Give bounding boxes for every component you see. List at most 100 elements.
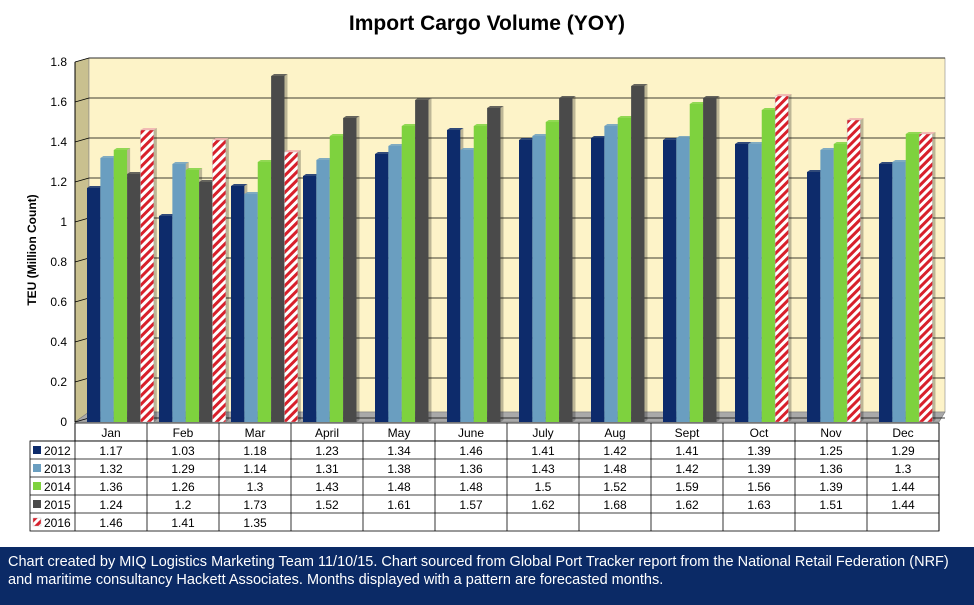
bar-2014-feb bbox=[185, 170, 200, 422]
x-tick-label: April bbox=[315, 426, 339, 440]
data-label: 1.48 bbox=[387, 480, 411, 494]
data-label: 1.17 bbox=[99, 444, 123, 458]
bar-side bbox=[788, 94, 792, 422]
data-label: 1.38 bbox=[387, 462, 411, 476]
bar-side bbox=[153, 128, 157, 422]
bar-top bbox=[919, 132, 936, 134]
data-label: 1.29 bbox=[171, 462, 195, 476]
x-tick-label: Oct bbox=[750, 426, 769, 440]
data-label: 1.39 bbox=[819, 480, 843, 494]
bar-2012-jan bbox=[87, 188, 101, 422]
bar-side bbox=[932, 132, 936, 422]
data-label: 1.59 bbox=[675, 480, 699, 494]
bar-2012-dec bbox=[879, 164, 893, 422]
bar-top bbox=[879, 162, 896, 164]
bar-2015-july bbox=[559, 98, 573, 422]
bar-top bbox=[460, 148, 477, 150]
bar-2014-july bbox=[545, 122, 560, 422]
legend-swatch-2013 bbox=[33, 464, 41, 472]
bar-2015-oct bbox=[774, 95, 789, 423]
data-label: 1.39 bbox=[747, 462, 771, 476]
data-label: 1.32 bbox=[99, 462, 123, 476]
data-label: 1.36 bbox=[459, 462, 483, 476]
bar-side bbox=[572, 96, 576, 422]
bar-top bbox=[415, 98, 432, 100]
bar-2015-may bbox=[415, 100, 429, 422]
bar-side bbox=[428, 98, 432, 422]
bar-top bbox=[689, 102, 707, 104]
bar-2012-june bbox=[447, 130, 461, 422]
bar-top bbox=[271, 74, 288, 76]
data-label: 1.56 bbox=[747, 480, 771, 494]
bar-top bbox=[100, 156, 117, 158]
data-label: 1.46 bbox=[459, 444, 483, 458]
data-label: 1.14 bbox=[243, 462, 267, 476]
bar-top bbox=[559, 96, 576, 98]
bar-2012-nov bbox=[807, 172, 821, 422]
x-tick-label: May bbox=[388, 426, 411, 440]
bar-top bbox=[87, 186, 104, 188]
x-tick-label: Sept bbox=[675, 426, 700, 440]
bar-top bbox=[140, 128, 157, 130]
data-label: 1.23 bbox=[315, 444, 339, 458]
legend-entry: 2012 bbox=[44, 444, 71, 458]
bar-top bbox=[473, 124, 491, 126]
legend-swatch-2015 bbox=[33, 500, 41, 508]
bar-2013-june bbox=[460, 150, 474, 422]
gridline bbox=[74, 177, 945, 183]
bar-2013-sept bbox=[676, 138, 690, 422]
bar-2013-mar bbox=[244, 194, 258, 422]
data-label: 1.36 bbox=[819, 462, 843, 476]
bar-top bbox=[631, 84, 648, 86]
bar-2015-sept bbox=[703, 98, 717, 422]
legend-swatch-2016 bbox=[32, 517, 42, 527]
bar-2012-oct bbox=[735, 144, 749, 422]
bar-2013-feb bbox=[172, 164, 186, 422]
data-label: 1.39 bbox=[747, 444, 771, 458]
y-tick-label: 1.4 bbox=[50, 135, 67, 149]
x-tick-label: July bbox=[532, 426, 553, 440]
bar-2015-nov bbox=[846, 119, 861, 423]
bar-top bbox=[231, 184, 248, 186]
bar-2013-jan bbox=[100, 158, 114, 422]
data-label: 1.2 bbox=[175, 498, 192, 512]
bar-side bbox=[644, 84, 648, 422]
bar-2012-sept bbox=[663, 140, 677, 422]
bar-top bbox=[343, 116, 360, 118]
data-label: 1.25 bbox=[819, 444, 843, 458]
data-label: 1.43 bbox=[315, 480, 339, 494]
data-label: 1.57 bbox=[459, 498, 483, 512]
y-tick-label: 0.8 bbox=[50, 255, 67, 269]
bar-side bbox=[716, 96, 720, 422]
bar-2012-mar bbox=[231, 186, 245, 422]
bar-top bbox=[185, 168, 203, 170]
data-label: 1.43 bbox=[531, 462, 555, 476]
bar-side bbox=[860, 118, 864, 422]
bar-2015-feb bbox=[199, 182, 213, 422]
bar-top bbox=[905, 132, 923, 134]
bar-2012-may bbox=[375, 154, 389, 422]
data-label: 1.3 bbox=[247, 480, 264, 494]
data-label: 1.35 bbox=[243, 516, 267, 530]
bar-2014-mar bbox=[257, 162, 272, 422]
data-label: 1.62 bbox=[531, 498, 555, 512]
bar-top bbox=[604, 124, 621, 126]
data-label: 1.52 bbox=[315, 498, 339, 512]
data-table: Jan Feb Mar April May June July Aug Sept Oct Nov De… bbox=[29, 422, 940, 532]
bar-top bbox=[159, 214, 176, 216]
bar-top bbox=[761, 108, 779, 110]
legend-entry: 2013 bbox=[44, 462, 71, 476]
gridline bbox=[74, 137, 945, 143]
y-tick-label: 0.4 bbox=[50, 335, 67, 349]
bar-top bbox=[532, 134, 549, 136]
bar-side bbox=[225, 138, 229, 422]
data-label: 1.31 bbox=[315, 462, 339, 476]
data-label: 1.62 bbox=[675, 498, 699, 512]
bar-top bbox=[375, 152, 392, 154]
bar-2014-jan bbox=[113, 150, 128, 422]
y-tick-label: 0.2 bbox=[50, 375, 67, 389]
bar-2014-dec bbox=[905, 134, 920, 422]
table-body bbox=[29, 440, 940, 532]
bar-top bbox=[519, 138, 536, 140]
bar-2015-april bbox=[343, 118, 357, 422]
